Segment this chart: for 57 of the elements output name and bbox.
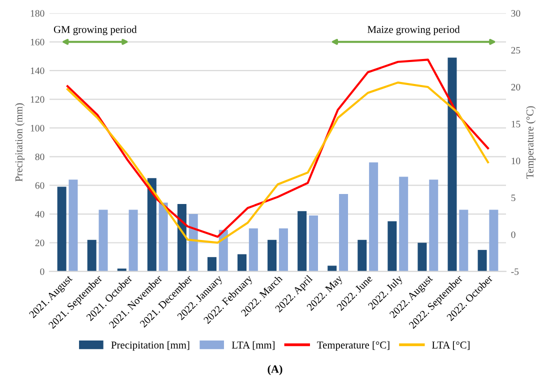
bar bbox=[238, 254, 247, 272]
bar bbox=[328, 266, 337, 272]
legend-label: LTA [°C] bbox=[432, 341, 470, 350]
bar bbox=[369, 162, 378, 272]
bar bbox=[158, 202, 168, 272]
bar bbox=[128, 210, 138, 272]
bar bbox=[399, 176, 408, 272]
bar bbox=[248, 228, 258, 272]
y-tick-label: 0 bbox=[40, 268, 44, 275]
text: (A) bbox=[268, 365, 282, 376]
y-tick-label: 60 bbox=[35, 182, 44, 189]
bar bbox=[358, 240, 367, 272]
bar bbox=[459, 210, 468, 272]
y2-tick-label: 5 bbox=[511, 194, 516, 202]
y-tick-label: 120 bbox=[30, 96, 44, 103]
y-tick-label: 80 bbox=[35, 154, 44, 160]
y2-tick-label: 10 bbox=[512, 158, 520, 164]
y2-tick-label: 20 bbox=[511, 84, 520, 90]
legend-label: Precipitation [mm] bbox=[111, 341, 190, 351]
bar bbox=[278, 228, 288, 272]
bar bbox=[339, 194, 348, 272]
line-series bbox=[66, 58, 490, 238]
bar bbox=[489, 210, 498, 272]
annotation: GM growing period bbox=[54, 26, 137, 36]
annotation: Maize growing period bbox=[368, 26, 460, 36]
bar bbox=[429, 180, 438, 272]
y-axis-title: Precipitation (mm) bbox=[15, 103, 24, 182]
bar bbox=[268, 240, 277, 272]
y2-tick-label: -5 bbox=[511, 268, 519, 275]
y2-tick-label: 0 bbox=[511, 231, 516, 238]
bar bbox=[207, 257, 216, 272]
y-tick-label: 180 bbox=[30, 10, 44, 17]
bar bbox=[98, 210, 108, 272]
line-series bbox=[66, 82, 490, 244]
y-tick-label: 20 bbox=[35, 240, 44, 246]
y2-axis-title: Temperature (°C) bbox=[526, 106, 536, 179]
y2-tick-label: 25 bbox=[511, 47, 520, 54]
bar bbox=[418, 242, 427, 272]
bar bbox=[388, 221, 397, 272]
y-tick-label: 160 bbox=[30, 38, 44, 46]
bar bbox=[68, 180, 78, 272]
bar bbox=[87, 240, 96, 272]
bar bbox=[308, 215, 318, 272]
legend-label: LTA [mm] bbox=[232, 341, 274, 350]
bar bbox=[57, 186, 66, 272]
y2-tick-label: 30 bbox=[511, 10, 520, 17]
bar bbox=[448, 58, 457, 272]
y-tick-label: 100 bbox=[30, 124, 44, 132]
bar bbox=[188, 214, 198, 272]
bar bbox=[147, 178, 156, 272]
legend-label: Temperature [°C] bbox=[317, 341, 390, 351]
bar bbox=[298, 211, 307, 272]
y-tick-label: 140 bbox=[30, 67, 44, 74]
bar bbox=[177, 204, 186, 272]
y-tick-label: 40 bbox=[35, 210, 44, 218]
y2-tick-label: 15 bbox=[512, 120, 520, 128]
bar bbox=[478, 250, 487, 272]
